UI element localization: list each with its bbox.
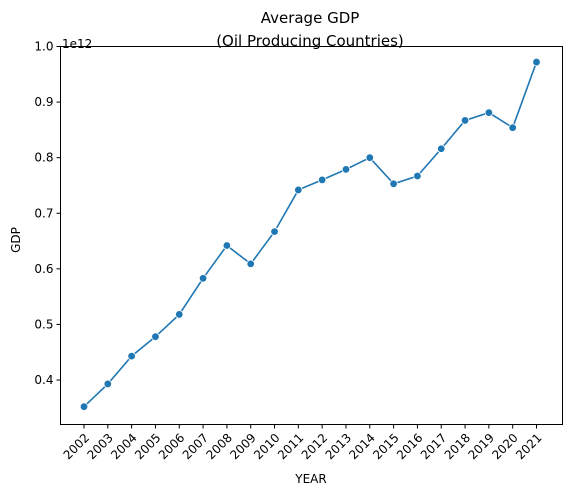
x-tick-label: 2013 [323, 431, 354, 462]
x-tick-label: 2016 [394, 431, 425, 462]
y-tick-label: 0.6 [34, 262, 53, 276]
x-tick-label: 2018 [442, 431, 473, 462]
x-tick-label: 2007 [180, 431, 211, 462]
chart-title-line-1: Average GDP [261, 9, 360, 27]
x-axis: 2002200320042005200620072008200920102011… [61, 424, 545, 462]
x-tick-label: 2019 [465, 431, 496, 462]
data-point [365, 153, 374, 162]
x-tick-label: 2021 [513, 431, 544, 462]
data-point [413, 171, 422, 181]
data-point [103, 379, 113, 389]
x-tick-label: 2005 [132, 431, 163, 462]
data-point [175, 310, 184, 319]
data-point [270, 227, 279, 236]
data-point [294, 185, 303, 195]
data-point [532, 57, 541, 67]
chart-title-line-2: (Oil Producing Countries) [216, 32, 404, 50]
x-tick-label: 2014 [346, 431, 377, 462]
data-point [317, 175, 327, 185]
x-tick-label: 2003 [84, 431, 115, 462]
y-axis: 0.4 0.5 0.6 0.7 0.8 0.9 1.0 [34, 40, 61, 387]
x-tick-label: 2006 [156, 431, 187, 462]
data-point [79, 402, 89, 411]
data-point [508, 123, 517, 132]
plot-area [60, 46, 563, 425]
x-tick-label: 2010 [251, 431, 282, 462]
data-point [222, 241, 232, 250]
data-point [389, 179, 398, 189]
y-offset-text: 1e12 [62, 37, 92, 51]
x-tick-label: 2008 [204, 431, 235, 462]
x-tick-label: 2004 [108, 431, 139, 462]
y-tick-label: 0.5 [34, 317, 53, 331]
x-tick-label: 2009 [227, 431, 258, 462]
x-tick-label: 2015 [370, 431, 401, 462]
x-tick-label: 2011 [275, 431, 306, 462]
data-point [151, 332, 160, 341]
y-tick-label: 0.4 [34, 373, 53, 387]
series-line [83, 61, 538, 408]
data-point [198, 274, 208, 283]
data-point [341, 165, 351, 174]
x-tick-label: 2020 [489, 431, 520, 462]
data-point [127, 351, 136, 361]
data-point [246, 259, 255, 269]
x-axis-label: YEAR [294, 472, 326, 486]
series-gdp [79, 57, 541, 411]
y-tick-label: 0.8 [34, 151, 53, 165]
data-point [460, 116, 470, 125]
x-tick-label: 2002 [61, 431, 92, 462]
x-tick-label: 2017 [418, 431, 449, 462]
y-axis-label: GDP [9, 227, 23, 253]
y-tick-label: 0.7 [34, 206, 53, 220]
data-point [484, 108, 494, 117]
y-tick-label: 0.9 [34, 95, 53, 109]
x-tick-label: 2012 [299, 431, 330, 462]
y-tick-label: 1.0 [34, 40, 53, 54]
data-point [437, 144, 446, 153]
